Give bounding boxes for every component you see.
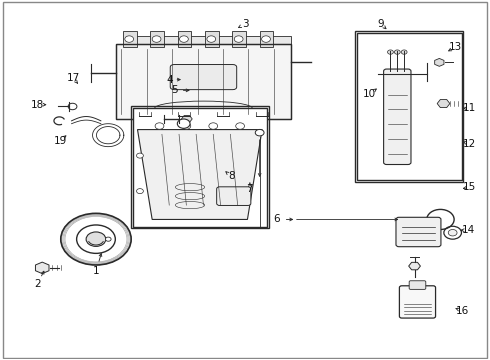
Text: 19: 19 (54, 136, 67, 145)
Text: 10: 10 (363, 89, 376, 99)
Circle shape (155, 123, 164, 129)
Circle shape (68, 103, 77, 110)
Text: 14: 14 (462, 225, 475, 235)
Circle shape (207, 36, 216, 42)
Bar (131, 107, 269, 228)
Circle shape (177, 119, 190, 128)
Text: 15: 15 (463, 182, 476, 192)
Bar (133, 108, 267, 226)
Circle shape (394, 50, 400, 54)
Polygon shape (135, 36, 292, 44)
Circle shape (105, 237, 111, 241)
Text: 17: 17 (66, 73, 80, 83)
Text: 1: 1 (93, 266, 99, 276)
Circle shape (236, 123, 245, 129)
Polygon shape (437, 99, 450, 108)
Bar (260, 31, 273, 47)
Circle shape (125, 36, 134, 42)
Text: 11: 11 (463, 103, 476, 113)
Circle shape (152, 36, 161, 42)
Bar (123, 31, 137, 47)
Circle shape (76, 225, 115, 253)
FancyBboxPatch shape (399, 286, 436, 318)
Bar (150, 31, 164, 47)
Circle shape (255, 130, 264, 136)
Polygon shape (409, 262, 420, 270)
Text: 13: 13 (448, 42, 462, 52)
Polygon shape (181, 116, 192, 122)
FancyBboxPatch shape (396, 217, 441, 247)
Bar (177, 31, 191, 47)
Text: 7: 7 (246, 184, 253, 194)
Polygon shape (435, 58, 444, 66)
Bar (232, 31, 246, 47)
Polygon shape (138, 130, 262, 220)
Bar (205, 31, 219, 47)
Circle shape (388, 50, 393, 54)
Circle shape (401, 50, 407, 54)
Text: 18: 18 (31, 100, 44, 110)
Text: 8: 8 (228, 171, 235, 181)
Circle shape (137, 153, 144, 158)
Text: 4: 4 (166, 75, 172, 85)
Text: 3: 3 (242, 19, 248, 29)
Text: 9: 9 (377, 19, 384, 29)
FancyBboxPatch shape (384, 69, 411, 165)
FancyBboxPatch shape (170, 64, 237, 90)
Text: 2: 2 (34, 279, 41, 289)
Circle shape (262, 36, 270, 42)
Circle shape (234, 36, 243, 42)
Bar (357, 33, 463, 180)
Text: 16: 16 (456, 306, 469, 316)
Polygon shape (35, 262, 49, 274)
Circle shape (179, 36, 188, 42)
Circle shape (86, 232, 106, 246)
Bar (355, 31, 463, 182)
Circle shape (182, 123, 191, 129)
FancyBboxPatch shape (217, 187, 251, 206)
FancyBboxPatch shape (409, 281, 426, 289)
Circle shape (448, 229, 457, 236)
Text: 5: 5 (171, 85, 177, 95)
Circle shape (137, 189, 144, 194)
Text: 12: 12 (463, 139, 476, 149)
Text: 6: 6 (273, 215, 280, 224)
Polygon shape (116, 44, 292, 119)
Bar (116, 44, 292, 119)
Circle shape (209, 123, 218, 129)
